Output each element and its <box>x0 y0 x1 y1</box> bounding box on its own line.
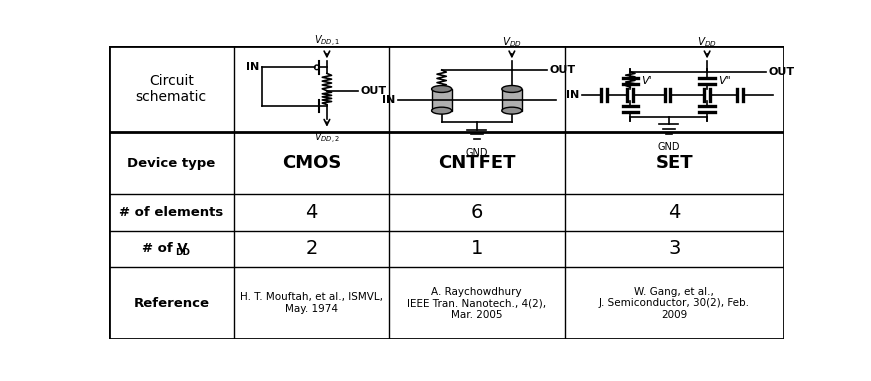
Bar <box>432 89 452 110</box>
Text: IN: IN <box>246 62 260 72</box>
Text: OUT: OUT <box>361 86 387 96</box>
Ellipse shape <box>502 107 522 114</box>
Text: # of elements: # of elements <box>119 206 224 219</box>
Text: # of V: # of V <box>142 242 188 255</box>
Text: OUT: OUT <box>550 65 576 75</box>
Text: GND: GND <box>658 142 680 152</box>
Ellipse shape <box>432 85 452 93</box>
Text: DD: DD <box>175 248 190 257</box>
Text: 3: 3 <box>668 239 680 258</box>
Ellipse shape <box>432 107 452 114</box>
Text: A. Raychowdhury
IEEE Tran. Nanotech., 4(2),
Mar. 2005: A. Raychowdhury IEEE Tran. Nanotech., 4(… <box>408 287 546 320</box>
Text: V": V" <box>718 76 731 86</box>
Ellipse shape <box>502 85 522 93</box>
Text: Circuit
schematic: Circuit schematic <box>136 74 207 104</box>
Bar <box>502 89 522 110</box>
Text: V': V' <box>641 76 652 86</box>
Text: $V_{DD}$: $V_{DD}$ <box>697 35 717 50</box>
Text: Device type: Device type <box>127 157 215 170</box>
Text: 4: 4 <box>305 203 318 222</box>
Text: 1: 1 <box>470 239 483 258</box>
Text: OUT: OUT <box>769 67 795 77</box>
Text: H. T. Mouftah, et al., ISMVL,
May. 1974: H. T. Mouftah, et al., ISMVL, May. 1974 <box>240 292 383 314</box>
Text: Reference: Reference <box>133 297 209 310</box>
Text: W. Gang, et al.,
J. Semiconductor, 30(2), Feb.
2009: W. Gang, et al., J. Semiconductor, 30(2)… <box>598 287 750 320</box>
Text: CNTFET: CNTFET <box>438 154 516 172</box>
Text: 6: 6 <box>470 203 483 222</box>
Text: $V_{DD,2}$: $V_{DD,2}$ <box>314 131 340 146</box>
Text: CMOS: CMOS <box>281 154 341 172</box>
Text: $V_{DD,1}$: $V_{DD,1}$ <box>314 34 340 50</box>
Text: IN: IN <box>382 95 395 105</box>
Text: IN: IN <box>566 90 580 100</box>
Text: 4: 4 <box>668 203 680 222</box>
Text: SET: SET <box>655 154 693 172</box>
Text: $V_{DD}$: $V_{DD}$ <box>502 35 522 50</box>
Text: 2: 2 <box>305 239 318 258</box>
Text: GND: GND <box>465 147 488 158</box>
